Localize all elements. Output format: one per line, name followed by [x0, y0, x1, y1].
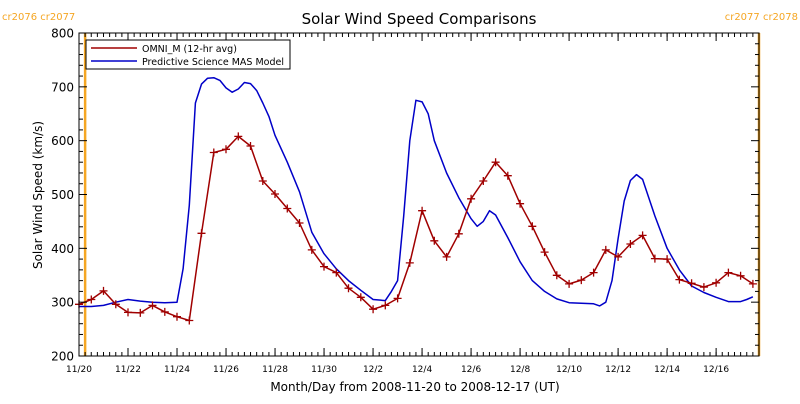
omni-data-point — [258, 177, 267, 185]
y-axis: 200 300 400 500 600 700 800 — [51, 27, 759, 364]
omni-data-point — [491, 158, 500, 167]
x-axis-label: Month/Day from 2008-11-20 to 2008-12-17 … — [270, 380, 559, 394]
x-tick-label: 12/16 — [703, 365, 729, 375]
omni-data-point — [467, 194, 476, 203]
chart-title: Solar Wind Speed Comparisons — [302, 10, 537, 28]
omni-data-point — [589, 268, 598, 277]
omni-data-point — [320, 262, 328, 271]
omni-data-point — [295, 219, 304, 227]
omni-data-point — [454, 229, 463, 238]
y-axis-label: Solar Wind Speed (km/s) — [31, 121, 45, 269]
omni-data-point — [271, 190, 279, 198]
omni-data-point — [124, 308, 132, 317]
omni-data-point — [283, 204, 292, 213]
x-tick-label: 11/28 — [262, 365, 288, 375]
x-tick-label: 11/24 — [164, 365, 190, 375]
legend-label-omni: OMNI_M (12-hr avg) — [142, 44, 237, 55]
y-tick-label: 400 — [51, 242, 74, 256]
omni-data-point — [638, 231, 647, 240]
omni-data-point — [222, 145, 230, 154]
legend-label-mas: Predictive Science MAS Model — [142, 57, 284, 68]
omni-data-point — [173, 312, 181, 321]
x-tick-label: 12/6 — [461, 365, 481, 375]
x-tick-label: 11/22 — [115, 365, 141, 375]
omni-data-point — [356, 293, 365, 302]
omni-data-point — [675, 275, 684, 284]
omni-data-point — [687, 279, 696, 288]
omni-data-point — [136, 308, 145, 317]
omni-data-point — [197, 229, 206, 238]
omni-data-point — [601, 245, 610, 254]
omni-data-point — [565, 279, 574, 288]
omni-data-point — [577, 276, 586, 285]
x-tick-label: 11/20 — [66, 365, 92, 375]
omni-data-point — [369, 305, 378, 314]
omni-data-point — [442, 252, 451, 261]
legend: OMNI_M (12-hr avg) Predictive Science MA… — [85, 39, 291, 70]
x-tick-label: 12/2 — [363, 365, 383, 375]
x-tick-label: 12/10 — [556, 365, 582, 375]
omni-data-point — [528, 222, 537, 231]
x-tick-label: 12/4 — [412, 365, 432, 375]
omni-data-point — [503, 171, 512, 180]
omni-data-point — [393, 294, 402, 303]
rotation-marker-label: cr2077 cr2078 — [725, 12, 798, 23]
y-tick-label: 800 — [51, 27, 74, 41]
omni-data-point — [479, 177, 488, 185]
omni-data-point — [430, 236, 439, 245]
omni-data-point — [209, 148, 218, 157]
x-tick-label: 12/8 — [510, 365, 530, 375]
x-tick-label: 12/14 — [654, 365, 680, 375]
omni-data-point — [111, 300, 120, 309]
omni-data-point — [87, 295, 96, 304]
x-tick-label: 11/26 — [213, 365, 239, 375]
omni-data-point — [418, 206, 427, 215]
x-axis: 11/20 11/22 11/24 11/26 11/28 11/30 12/2 12/4 12… — [66, 33, 760, 375]
omni-data-point — [626, 240, 635, 248]
omni-data-point — [148, 301, 157, 310]
omni-data-point — [663, 255, 672, 264]
omni-data-point — [99, 286, 108, 295]
omni-data-point — [516, 199, 525, 208]
omni-data-point — [307, 245, 316, 254]
omni-data-point — [699, 283, 708, 292]
omni-data-point — [234, 132, 243, 141]
mas-series-line — [79, 76, 754, 308]
y-tick-label: 300 — [51, 296, 74, 310]
omni-data-point — [381, 301, 390, 310]
omni-data-point — [160, 307, 169, 316]
omni-data-point — [552, 271, 561, 280]
omni-data-point — [712, 278, 721, 287]
omni-data-point — [650, 254, 659, 263]
omni-data-point — [332, 268, 341, 277]
y-tick-label: 600 — [51, 134, 74, 148]
omni-series-line — [78, 135, 754, 322]
rotation-marker-label: cr2076 cr2077 — [2, 12, 75, 23]
omni-data-point — [540, 248, 549, 257]
omni-data-point — [344, 284, 353, 293]
y-tick-label: 700 — [51, 80, 74, 94]
y-tick-label: 200 — [51, 350, 74, 364]
x-tick-label: 12/12 — [605, 365, 631, 375]
series-layer — [75, 76, 757, 325]
omni-data-point — [724, 268, 733, 277]
omni-data-point — [736, 271, 745, 280]
y-tick-label: 500 — [51, 188, 74, 202]
legend-box — [85, 39, 291, 70]
x-tick-label: 11/30 — [311, 365, 337, 375]
omni-data-point — [246, 142, 255, 150]
omni-data-point — [614, 252, 623, 261]
omni-data-point — [405, 258, 414, 267]
omni-data-point — [748, 279, 757, 288]
omni-data-point — [185, 316, 194, 325]
